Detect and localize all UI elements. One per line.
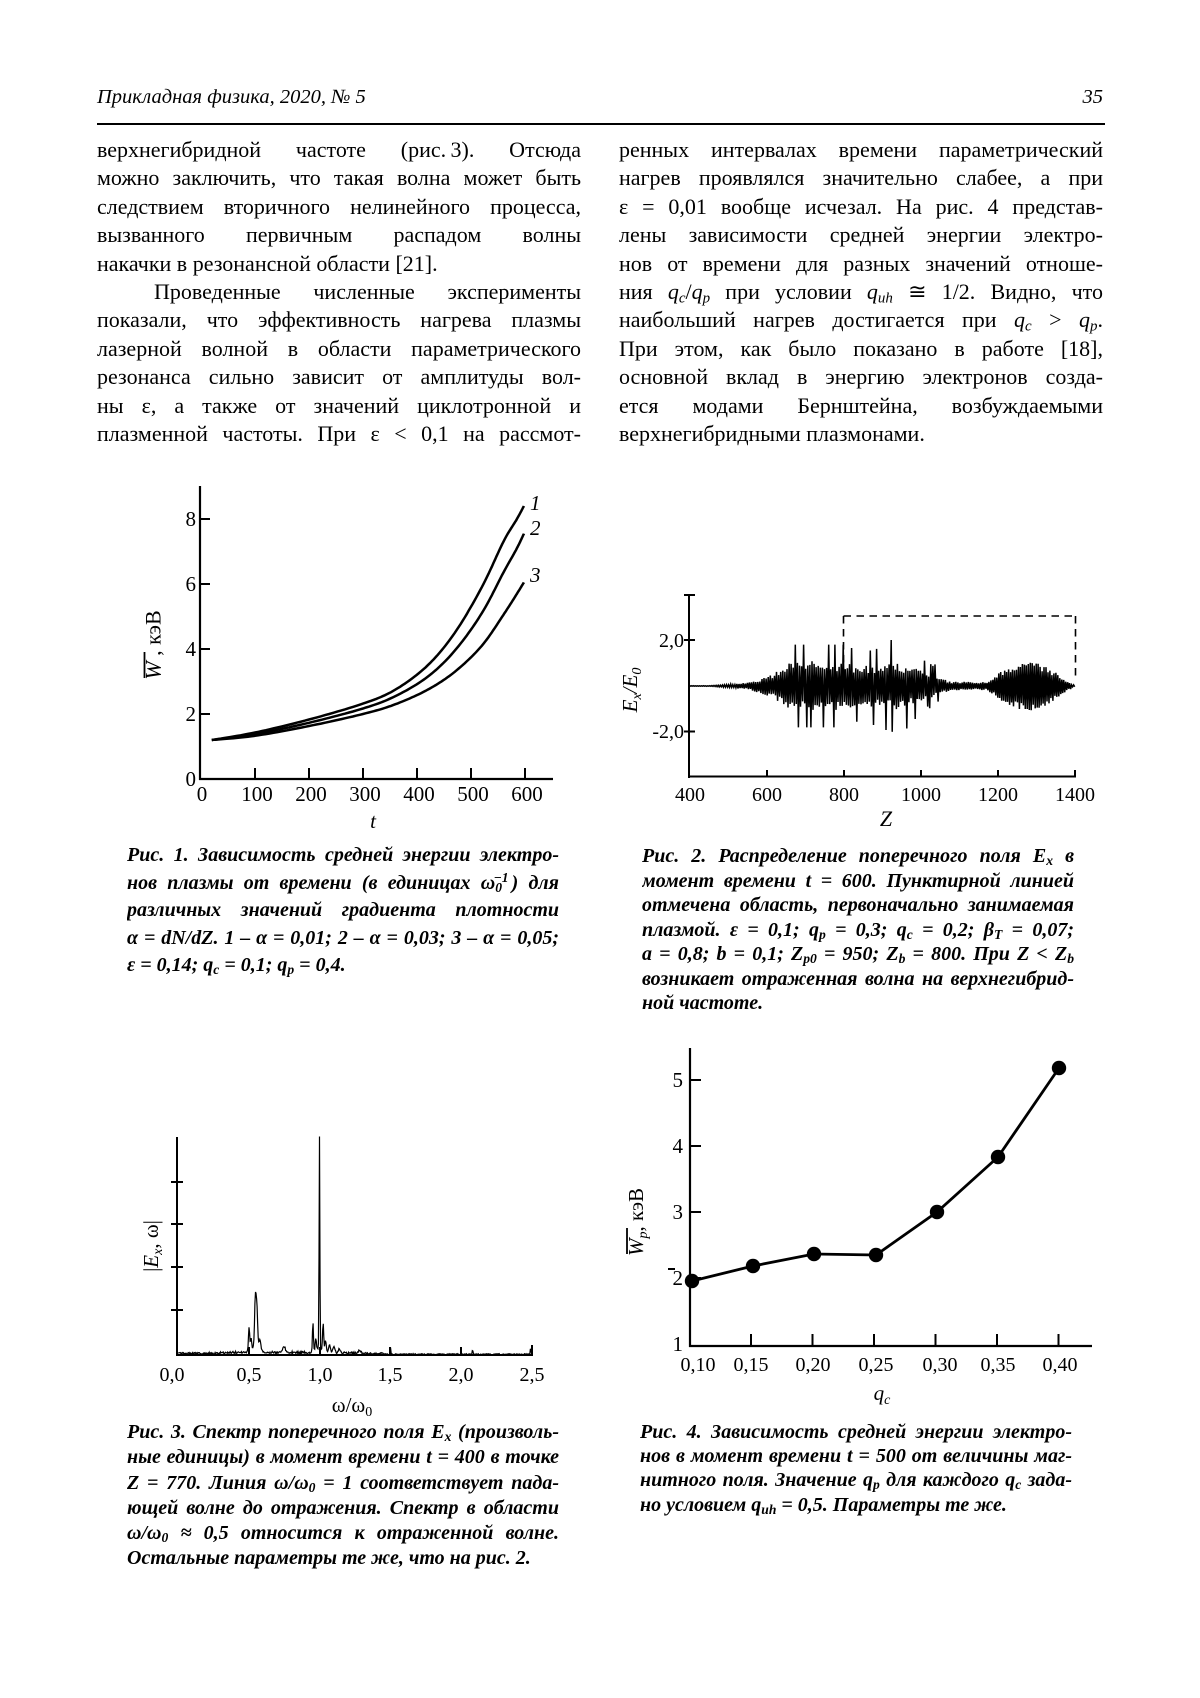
svg-text:1200: 1200: [978, 784, 1018, 806]
svg-text:1: 1: [530, 491, 541, 515]
svg-text:8: 8: [186, 507, 197, 531]
svg-text:600: 600: [752, 784, 782, 806]
svg-text:1400: 1400: [1055, 784, 1095, 806]
svg-text:4: 4: [673, 1134, 684, 1158]
svg-text:0: 0: [186, 767, 197, 791]
svg-text:2,0: 2,0: [659, 630, 684, 652]
svg-text:|Ex, ω|: |Ex, ω|: [139, 1220, 166, 1272]
svg-text:300: 300: [349, 782, 381, 806]
svg-text:2: 2: [530, 516, 541, 540]
svg-text:0,25: 0,25: [859, 1354, 894, 1376]
svg-text:1,5: 1,5: [378, 1364, 403, 1386]
svg-text:200: 200: [295, 782, 327, 806]
svg-text:3: 3: [529, 563, 541, 587]
svg-text:0,15: 0,15: [734, 1354, 769, 1376]
svg-text:1000: 1000: [901, 784, 941, 806]
svg-text:ω/ω0: ω/ω0: [332, 1393, 372, 1420]
svg-text:1: 1: [673, 1332, 684, 1356]
svg-text:0,10: 0,10: [681, 1354, 716, 1376]
svg-text:500: 500: [457, 782, 489, 806]
svg-text:Wp, кэВ: Wp, кэВ: [624, 1188, 651, 1256]
svg-text:4: 4: [186, 637, 197, 661]
svg-text:0,30: 0,30: [923, 1354, 958, 1376]
svg-text:0,20: 0,20: [796, 1354, 831, 1376]
svg-text:0: 0: [197, 782, 208, 806]
svg-text:5: 5: [673, 1068, 684, 1092]
svg-text:400: 400: [675, 784, 705, 806]
svg-text:1,0: 1,0: [308, 1364, 333, 1386]
svg-text:2,0: 2,0: [449, 1364, 474, 1386]
svg-text:0,40: 0,40: [1043, 1354, 1078, 1376]
svg-text:2: 2: [673, 1266, 684, 1290]
svg-text:600: 600: [511, 782, 543, 806]
svg-text:Z: Z: [880, 806, 893, 831]
svg-text:t: t: [370, 809, 377, 833]
svg-text:100: 100: [241, 782, 273, 806]
svg-text:0,5: 0,5: [237, 1364, 262, 1386]
svg-text:3: 3: [673, 1200, 684, 1224]
svg-text:2: 2: [186, 702, 197, 726]
svg-text:400: 400: [403, 782, 435, 806]
svg-text:800: 800: [829, 784, 859, 806]
svg-text:-2,0: -2,0: [652, 721, 684, 743]
svg-text:2,5: 2,5: [520, 1364, 545, 1386]
svg-text:Ex/E0: Ex/E0: [618, 668, 645, 714]
svg-text:qc: qc: [874, 1381, 892, 1408]
svg-text:0,0: 0,0: [160, 1364, 185, 1386]
svg-text:6: 6: [186, 572, 197, 596]
svg-text:0,35: 0,35: [981, 1354, 1016, 1376]
